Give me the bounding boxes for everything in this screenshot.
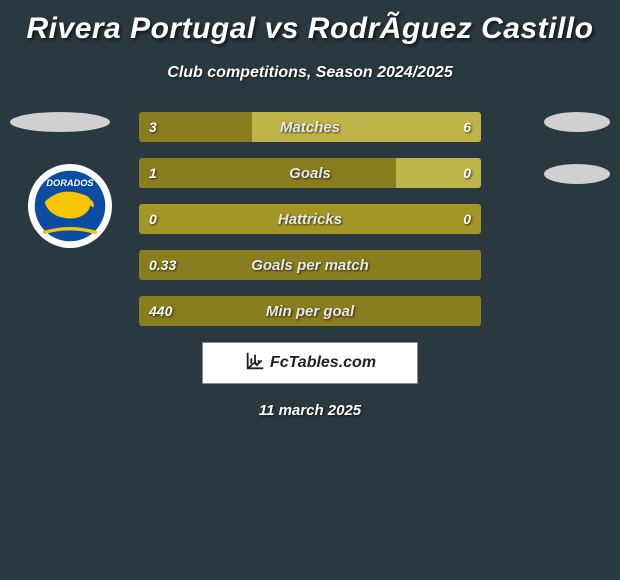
stat-row: 440Min per goal (139, 296, 481, 326)
stat-row: 3Matches6 (139, 112, 481, 142)
page-title: Rivera Portugal vs RodrÃ­guez Castillo (0, 0, 620, 46)
chart-icon (244, 350, 266, 377)
stat-value-right: 6 (463, 112, 471, 142)
svg-text:DORADOS: DORADOS (46, 178, 94, 188)
brand-text: FcTables.com (270, 354, 376, 372)
player-right-placeholder-1 (544, 112, 610, 132)
stat-bars: 3Matches61Goals00Hattricks00.33Goals per… (139, 112, 481, 326)
stat-label: Hattricks (139, 204, 481, 234)
stat-row: 1Goals0 (139, 158, 481, 188)
stat-row: 0.33Goals per match (139, 250, 481, 280)
team-logo-left: DORADOS (28, 164, 112, 248)
stat-value-right: 0 (463, 204, 471, 234)
player-right-placeholder-2 (544, 164, 610, 184)
stat-label: Min per goal (139, 296, 481, 326)
stat-row: 0Hattricks0 (139, 204, 481, 234)
comparison-panel: DORADOS 3Matches61Goals00Hattricks00.33G… (0, 112, 620, 419)
player-left-placeholder (10, 112, 110, 132)
stat-label: Goals per match (139, 250, 481, 280)
stat-value-right: 0 (463, 158, 471, 188)
date-text: 11 march 2025 (0, 402, 620, 419)
stat-label: Matches (139, 112, 481, 142)
subtitle: Club competitions, Season 2024/2025 (0, 64, 620, 82)
brand-box[interactable]: FcTables.com (202, 342, 418, 384)
stat-label: Goals (139, 158, 481, 188)
